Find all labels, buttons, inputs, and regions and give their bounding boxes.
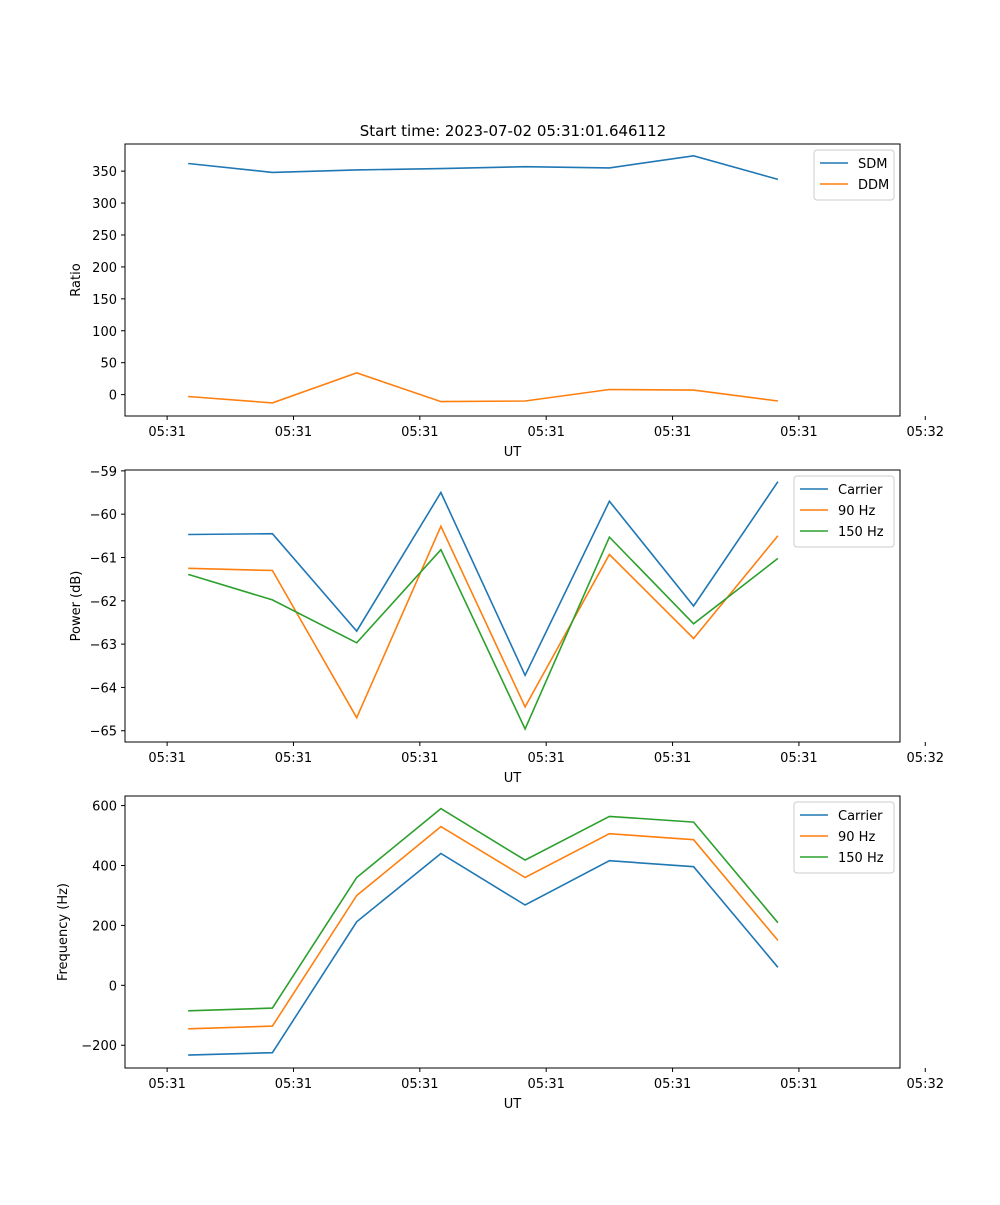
x-tick-label: 05:32 xyxy=(907,751,944,766)
x-tick-label: 05:31 xyxy=(527,751,564,766)
y-tick-label: 200 xyxy=(92,261,117,276)
x-tick-label: 05:31 xyxy=(780,751,817,766)
x-tick-label: 05:31 xyxy=(527,1077,564,1092)
legend-label: 150 Hz xyxy=(838,851,884,866)
x-tick-label: 05:31 xyxy=(654,425,691,440)
legend-label: Carrier xyxy=(838,483,883,498)
x-axis-label: UT xyxy=(504,771,522,786)
y-tick-label: −61 xyxy=(90,551,117,566)
legend: Carrier 90 Hz 150 Hz xyxy=(794,802,894,873)
x-tick-label: 05:31 xyxy=(654,1077,691,1092)
legend-label: SDM xyxy=(858,157,887,172)
y-tick-label: −65 xyxy=(90,725,117,740)
x-tick-label: 05:32 xyxy=(907,1077,944,1092)
y-tick-label: 400 xyxy=(92,859,117,874)
y-tick-label: 150 xyxy=(92,293,117,308)
legend-label: 150 Hz xyxy=(838,525,884,540)
x-tick-label: 05:31 xyxy=(527,425,564,440)
legend-label: DDM xyxy=(858,178,889,193)
x-tick-label: 05:31 xyxy=(275,751,312,766)
y-tick-label: 350 xyxy=(92,165,117,180)
y-tick-label: 250 xyxy=(92,229,117,244)
y-tick-label: 100 xyxy=(92,325,117,340)
x-tick-label: 05:31 xyxy=(780,425,817,440)
y-tick-label: −60 xyxy=(90,508,117,523)
x-tick-label: 05:31 xyxy=(780,1077,817,1092)
legend: SDM DDM xyxy=(814,150,894,200)
chart-title: Start time: 2023-07-02 05:31:01.646112 xyxy=(360,122,666,140)
y-axis-label: Frequency (Hz) xyxy=(56,883,71,981)
x-tick-label: 05:31 xyxy=(148,1077,185,1092)
x-axis-label: UT xyxy=(504,445,522,460)
x-tick-label: 05:31 xyxy=(148,425,185,440)
x-tick-label: 05:31 xyxy=(401,425,438,440)
y-tick-label: −63 xyxy=(90,638,117,653)
x-tick-label: 05:31 xyxy=(275,1077,312,1092)
y-tick-label: 600 xyxy=(92,800,117,815)
x-tick-label: 05:31 xyxy=(401,751,438,766)
y-tick-label: −62 xyxy=(90,595,117,610)
x-axis-label: UT xyxy=(504,1097,522,1112)
y-tick-label: 200 xyxy=(92,919,117,934)
x-tick-label: 05:31 xyxy=(401,1077,438,1092)
x-tick-label: 05:32 xyxy=(907,425,944,440)
legend-label: 90 Hz xyxy=(838,504,875,519)
legend-label: Carrier xyxy=(838,809,883,824)
y-axis-label: Ratio xyxy=(69,263,84,296)
y-axis-label: Power (dB) xyxy=(69,571,84,642)
y-tick-label: 300 xyxy=(92,197,117,212)
legend-label: 90 Hz xyxy=(838,830,875,845)
y-tick-label: −64 xyxy=(90,681,117,696)
x-tick-label: 05:31 xyxy=(654,751,691,766)
x-tick-label: 05:31 xyxy=(148,751,185,766)
y-tick-label: 0 xyxy=(109,389,117,404)
x-tick-label: 05:31 xyxy=(275,425,312,440)
y-tick-label: −59 xyxy=(90,465,117,480)
legend: Carrier 90 Hz 150 Hz xyxy=(794,476,894,547)
y-tick-label: 50 xyxy=(100,357,117,372)
y-tick-label: −200 xyxy=(81,1039,117,1054)
y-tick-label: 0 xyxy=(109,979,117,994)
